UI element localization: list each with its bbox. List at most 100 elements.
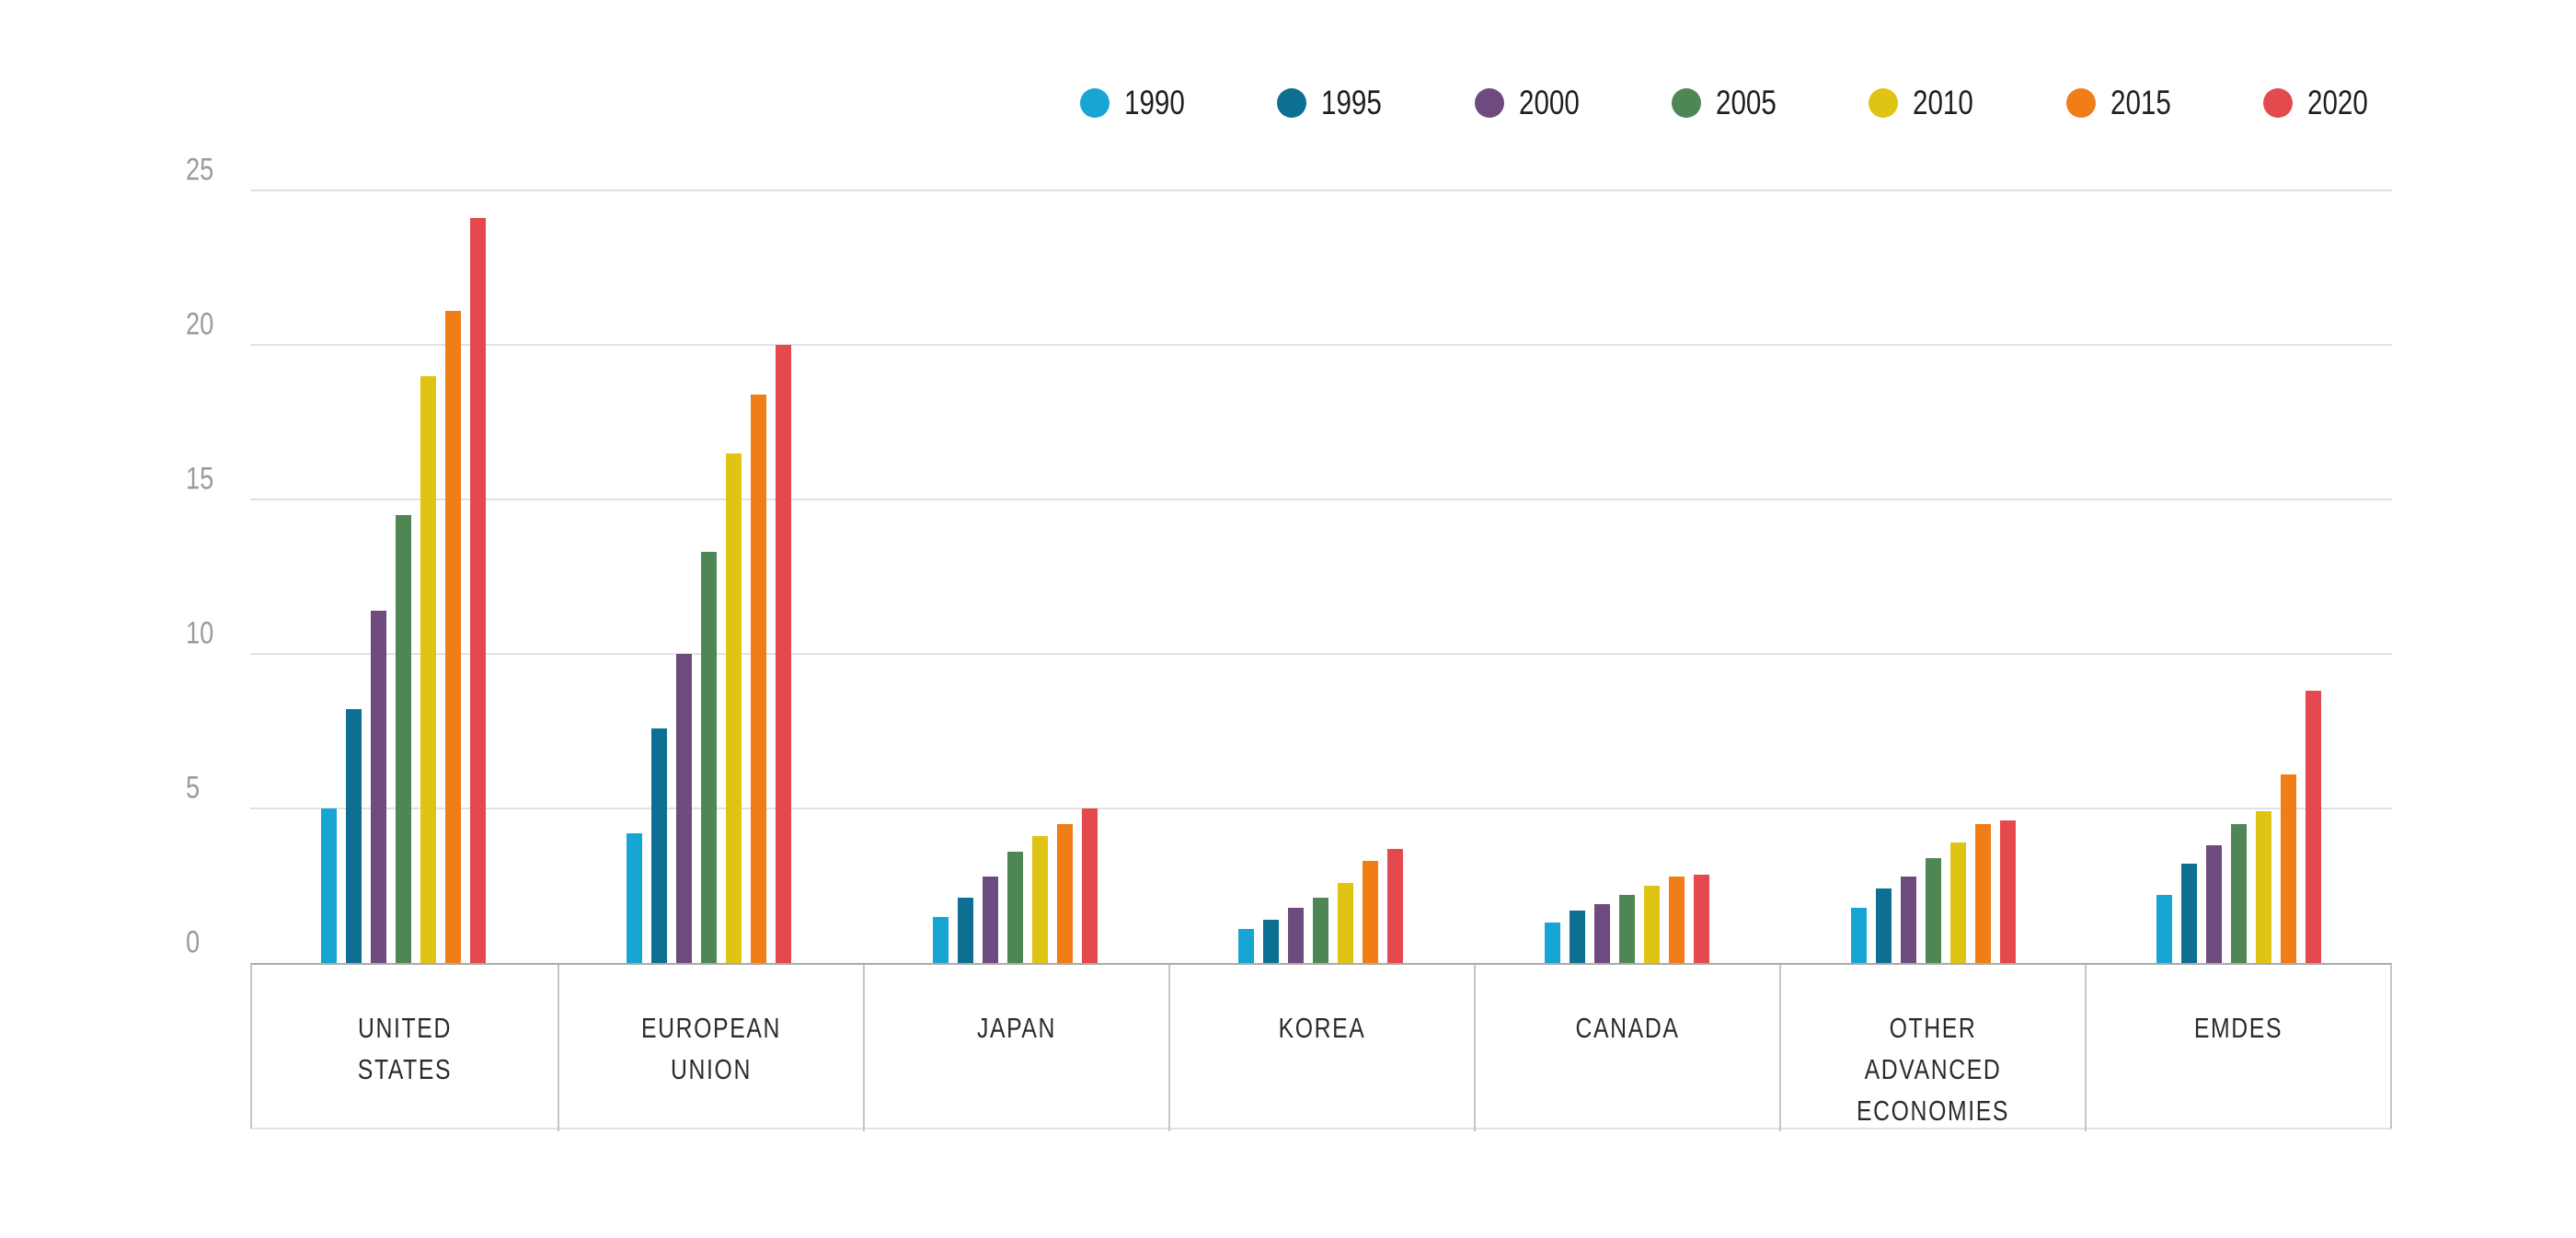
y-tick-label-0: 0 <box>186 925 203 961</box>
y-tick-label-5: 5 <box>186 771 203 807</box>
bar-other-advanced-economies-2020 <box>1999 820 2016 963</box>
legend-label: 1995 <box>1321 84 1383 121</box>
category-cell-emdes: EMDES <box>2085 965 2390 1131</box>
bar-canada-1990 <box>1545 923 1561 963</box>
legend-label: 1990 <box>1124 84 1185 121</box>
bar-japan-2010 <box>1031 836 1048 963</box>
category-cell-european-union: EUROPEAN UNION <box>558 965 863 1131</box>
bar-japan-1990 <box>932 916 949 963</box>
gridline-15 <box>250 499 2392 500</box>
bar-emdes-2005 <box>2231 823 2248 963</box>
bar-group-emdes <box>2086 190 2392 963</box>
bar-european-union-2000 <box>676 654 693 963</box>
bar-korea-1990 <box>1238 929 1255 963</box>
bar-united-states-1990 <box>320 808 337 963</box>
legend-label: 2010 <box>1913 84 1974 121</box>
legend-item-1990: 1990 <box>1080 84 1200 122</box>
y-tick-label-25: 25 <box>186 153 221 189</box>
y-tick-text: 25 <box>186 152 214 188</box>
bar-group-japan <box>862 190 1168 963</box>
bar-korea-2010 <box>1338 882 1354 963</box>
legend-swatch-2020 <box>2262 88 2293 118</box>
bar-korea-2005 <box>1313 898 1329 963</box>
bar-emdes-2000 <box>2206 845 2223 963</box>
y-tick-label-15: 15 <box>186 462 221 498</box>
bar-european-union-1990 <box>627 832 643 963</box>
bar-group-united-states <box>250 190 557 963</box>
bar-united-states-1995 <box>345 709 362 963</box>
bar-canada-2005 <box>1619 895 1636 963</box>
gridline-25 <box>250 189 2392 191</box>
category-cell-canada: CANADA <box>1474 965 1779 1131</box>
bar-united-states-2000 <box>370 610 386 963</box>
bar-european-union-2005 <box>701 552 718 963</box>
y-axis-tick-labels: 0 5 10 15 20 25 <box>186 153 259 963</box>
bar-japan-2000 <box>982 876 998 963</box>
bar-european-union-1995 <box>651 728 668 963</box>
y-tick-text: 5 <box>186 770 201 806</box>
bar-other-advanced-economies-2015 <box>1974 823 1991 963</box>
legend-swatch-2015 <box>2065 88 2096 118</box>
bar-united-states-2010 <box>420 375 436 963</box>
category-label: EMDES <box>2193 1012 2283 1044</box>
legend-swatch-1990 <box>1080 88 1110 118</box>
category-cell-other-advanced-economies: OTHER ADVANCED ECONOMIES <box>1779 965 2085 1131</box>
legend-swatch-1995 <box>1277 88 1307 118</box>
bar-united-states-2020 <box>469 218 486 963</box>
bar-japan-2015 <box>1056 823 1073 963</box>
legend-swatch-2005 <box>1671 88 1701 118</box>
plot-area <box>250 189 2392 963</box>
bar-other-advanced-economies-1990 <box>1850 907 1867 963</box>
bar-japan-1995 <box>957 898 973 963</box>
category-cell-korea: KOREA <box>1168 965 1474 1131</box>
legend-item-2020: 2020 <box>2262 84 2383 122</box>
legend-item-2000: 2000 <box>1474 84 1594 122</box>
bar-canada-2010 <box>1644 886 1661 963</box>
bar-group-other-advanced-economies <box>1780 190 2087 963</box>
bar-japan-2005 <box>1006 852 1023 963</box>
category-label: CANADA <box>1575 1012 1680 1044</box>
y-tick-text: 10 <box>186 615 214 651</box>
bar-united-states-2005 <box>395 514 411 963</box>
legend-swatch-2010 <box>1869 88 1899 118</box>
category-label: UNITED STATES <box>357 1012 453 1085</box>
bar-other-advanced-economies-2010 <box>1949 842 1966 963</box>
bar-groups <box>250 190 2392 963</box>
category-label: EUROPEAN UNION <box>641 1012 781 1085</box>
bar-korea-2000 <box>1288 907 1305 963</box>
category-label-box: UNITED STATES EUROPEAN UNION JAPAN KOREA CANAD… <box>250 963 2392 1131</box>
bar-other-advanced-economies-2000 <box>1900 876 1916 963</box>
bar-korea-2015 <box>1363 861 1379 963</box>
legend-label: 2005 <box>1715 84 1777 121</box>
category-label: KOREA <box>1278 1012 1366 1044</box>
legend-swatch-2000 <box>1474 88 1504 118</box>
bar-emdes-2010 <box>2256 811 2272 963</box>
legend-item-2015: 2015 <box>2065 84 2186 122</box>
bar-united-states-2015 <box>444 311 461 963</box>
bar-emdes-2015 <box>2281 774 2297 963</box>
bar-emdes-1990 <box>2156 895 2173 963</box>
gridline-20 <box>250 344 2392 346</box>
chart-legend: 1990 1995 2000 2005 2010 2015 2020 <box>1080 79 2383 127</box>
category-label: JAPAN <box>976 1012 1057 1044</box>
bar-group-korea <box>1168 190 1475 963</box>
category-cell-japan: JAPAN <box>863 965 1168 1131</box>
category-cell-united-states: UNITED STATES <box>252 965 558 1131</box>
y-tick-text: 15 <box>186 461 214 497</box>
bar-emdes-2020 <box>2306 691 2322 963</box>
legend-label: 2015 <box>2110 84 2171 121</box>
bar-european-union-2010 <box>726 453 742 963</box>
bar-canada-1995 <box>1570 910 1586 963</box>
bar-canada-2015 <box>1669 876 1685 963</box>
gridline-10 <box>250 653 2392 655</box>
category-label: OTHER ADVANCED ECONOMIES <box>1857 1012 2009 1127</box>
y-tick-text: 0 <box>186 924 201 960</box>
bar-other-advanced-economies-2005 <box>1925 857 1941 963</box>
bar-korea-1995 <box>1263 919 1280 963</box>
y-tick-label-20: 20 <box>186 307 221 343</box>
bar-group-canada <box>1474 190 1780 963</box>
y-tick-label-10: 10 <box>186 616 221 652</box>
bar-european-union-2020 <box>776 345 792 963</box>
legend-item-1995: 1995 <box>1277 84 1397 122</box>
